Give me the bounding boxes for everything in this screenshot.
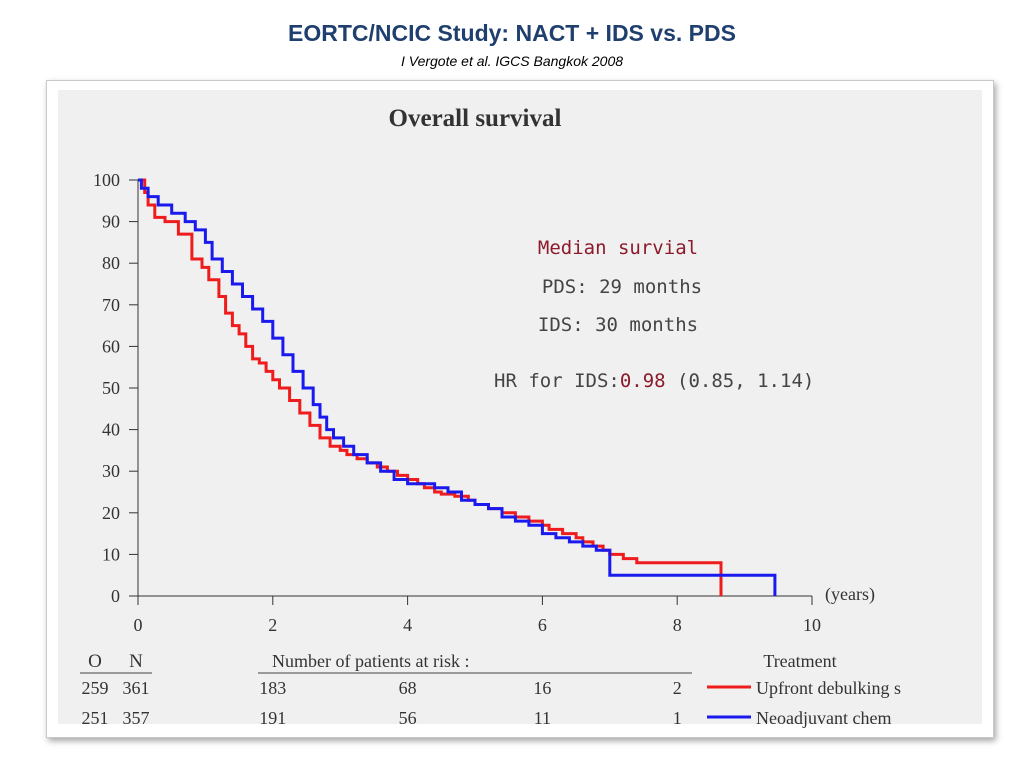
ids-median: IDS: 30 months [538,314,698,336]
risk-row-o: 259 [82,678,109,698]
pds-median: PDS: 29 months [542,276,702,298]
risk-header-treatment: Treatment [763,651,836,671]
hr-value: 0.98 [620,370,666,392]
series-line-neoadjuvant [138,178,777,596]
x-tick-label: 4 [403,615,412,635]
risk-rows: 259 361 183 68 16 2 Upfront debulking s 251 357 1… [82,678,901,728]
risk-row-count: 191 [259,708,286,728]
risk-row-n: 357 [123,708,150,728]
y-tick-label: 30 [102,461,120,481]
chart-axes: 0 10 20 30 40 50 60 70 80 90 100 0 2 4 6 8 10 [93,170,821,635]
y-tick-label: 90 [102,212,120,232]
hazard-ratio: HR for IDS:0.98 (0.85, 1.14) [494,370,814,392]
x-tick-label: 8 [673,615,682,635]
risk-row-count: 1 [673,708,682,728]
y-tick-label: 20 [102,503,120,523]
x-axis-label: (years) [825,584,875,605]
risk-header-at-risk: Number of patients at risk : [272,651,469,671]
risk-row-count: 11 [534,708,551,728]
hr-prefix: HR for IDS: [494,370,620,392]
risk-row-count: 68 [399,678,417,698]
risk-row-count: 56 [399,708,417,728]
risk-row-count: 16 [533,678,551,698]
y-tick-label: 10 [102,544,120,564]
figure-panel [58,90,982,724]
risk-header-n: N [129,651,143,672]
median-survival-title: Median survial [538,237,698,259]
risk-row-o: 251 [82,708,109,728]
y-tick-label: 0 [111,586,120,606]
x-tick-label: 2 [268,615,277,635]
y-tick-label: 100 [93,170,120,190]
slide-subtitle: I Vergote et al. IGCS Bangkok 2008 [400,53,624,69]
legend-label: Upfront debulking s [756,678,901,698]
legend-label: Neoadjuvant chem [756,708,891,728]
chart-series [138,178,777,596]
risk-row-count: 2 [673,678,682,698]
slide-title: EORTC/NCIC Study: NACT + IDS vs. PDS [288,20,736,46]
chart-title: Overall survival [389,105,562,132]
y-tick-label: 40 [102,420,120,440]
risk-table: O N Number of patients at risk : Treatme… [80,651,901,728]
y-tick-label: 50 [102,378,120,398]
hr-ci: (0.85, 1.14) [666,370,815,392]
series-line-upfront-debulking [138,178,723,596]
risk-row-n: 361 [123,678,150,698]
risk-header-o: O [88,651,102,672]
x-tick-label: 10 [803,615,821,635]
y-tick-label: 60 [102,336,120,356]
y-tick-label: 80 [102,253,120,273]
x-tick-label: 0 [134,615,143,635]
x-tick-label: 6 [538,615,547,635]
risk-row-count: 183 [259,678,286,698]
y-tick-label: 70 [102,295,120,315]
